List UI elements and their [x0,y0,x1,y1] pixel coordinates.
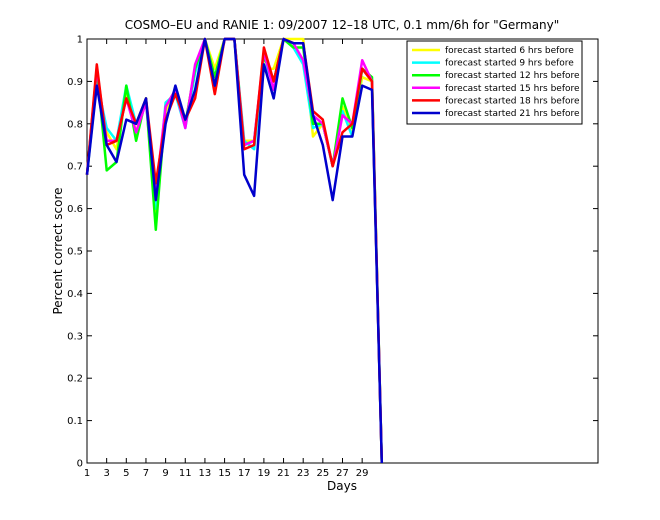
y-tick-label: 0.9 [67,77,83,88]
y-tick-label: 0.2 [67,374,83,385]
y-tick-label: 0.1 [67,416,83,427]
y-axis: 0 0.1 0.2 0.3 0.4 0.5 0.6 0.7 0.8 0.9 1 [67,35,598,470]
y-tick-label: 0.4 [67,289,83,300]
x-tick-label: 25 [316,468,329,479]
y-tick-label: 0.3 [67,331,83,342]
legend-label-6: forecast started 21 hrs before [445,109,580,119]
x-axis: 1 3 5 7 9 11 13 15 17 19 21 23 25 27 29 [84,39,369,479]
x-tick-label: 13 [199,468,212,479]
series-lines [85,37,384,464]
legend-label-1: forecast started 6 hrs before [445,46,574,56]
x-tick-label: 1 [84,468,90,479]
x-tick-label: 15 [218,468,231,479]
y-tick-label: 0.5 [67,247,83,258]
x-tick-label: 27 [336,468,349,479]
x-tick-label: 5 [123,468,129,479]
x-tick-label: 11 [179,468,192,479]
x-axis-label: Days [327,479,357,493]
legend: forecast started 6 hrs before forecast st… [406,40,583,125]
x-tick-label: 3 [103,468,109,479]
x-tick-label: 9 [162,468,168,479]
y-tick-label: 0.7 [67,162,83,173]
x-tick-label: 21 [277,468,290,479]
series-line-6 [85,37,384,464]
y-tick-label: 0 [77,459,83,470]
y-tick-label: 0.6 [67,204,83,215]
x-tick-label: 17 [238,468,251,479]
x-tick-label: 29 [356,468,369,479]
legend-label-2: forecast started 9 hrs before [445,59,574,69]
x-tick-label: 23 [297,468,310,479]
x-tick-label: 19 [258,468,271,479]
y-tick-label: 1 [77,35,83,46]
legend-label-3: forecast started 12 hrs before [445,71,580,81]
legend-label-5: forecast started 18 hrs before [445,96,580,106]
x-tick-label: 7 [143,468,149,479]
legend-box [406,40,583,125]
y-axis-label: Percent correct score [51,187,65,314]
chart-title: COSMO–EU and RANIE 1: 09/2007 12–18 UTC,… [125,18,560,32]
y-tick-label: 0.8 [67,119,83,130]
legend-label-4: forecast started 15 hrs before [445,84,580,94]
